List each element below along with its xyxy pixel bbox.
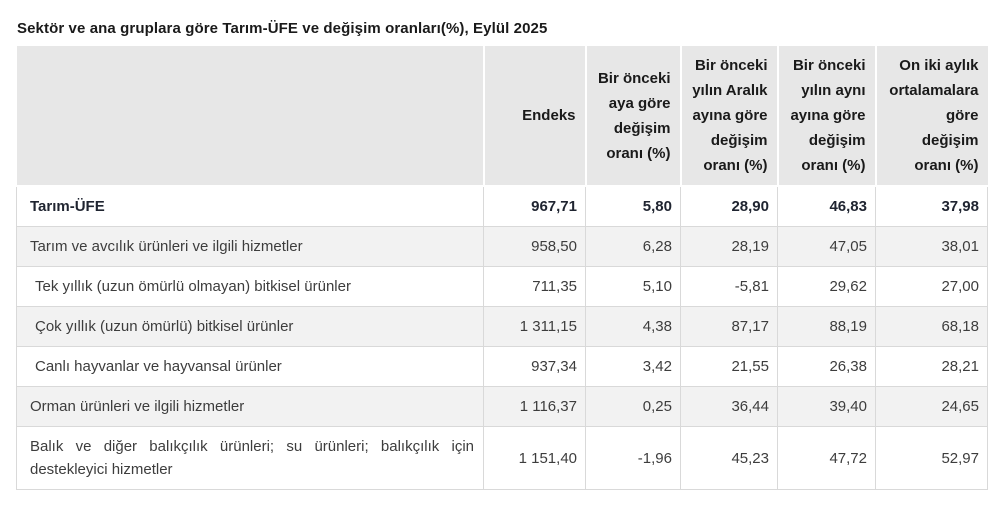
value-cell: 26,38 [777,346,876,387]
row-label: Tek yıllık (uzun ömürlü olmayan) bitkise… [16,266,484,307]
value-cell: 46,83 [777,185,876,227]
value-cell: 45,23 [680,426,778,490]
value-cell: 38,01 [875,226,988,267]
table-row: Tek yıllık (uzun ömürlü olmayan) bitkise… [16,266,988,307]
value-cell: 1 116,37 [483,386,586,427]
value-cell: 28,90 [680,185,778,227]
row-label: Balık ve diğer balıkçılık ürünleri; su ü… [16,426,484,490]
col-header-yoy-change: Bir önceki yılın aynı ayına göre değişim… [776,46,876,187]
row-label: Çok yıllık (uzun ömürlü) bitkisel ürünle… [16,306,484,347]
value-cell: 0,25 [585,386,681,427]
value-cell: 39,40 [777,386,876,427]
value-cell: 6,28 [585,226,681,267]
value-cell: 88,19 [777,306,876,347]
agri-ppi-table: Endeks Bir önceki aya göre değişim oranı… [16,46,988,490]
header-row: Endeks Bir önceki aya göre değişim oranı… [16,46,988,187]
value-cell: 967,71 [483,185,586,227]
value-cell: 937,34 [483,346,586,387]
page-container: Sektör ve ana gruplara göre Tarım-ÜFE ve… [16,20,988,490]
table-header: Endeks Bir önceki aya göre değişim oranı… [16,46,988,187]
table-row: Canlı hayvanlar ve hayvansal ürünler 937,… [16,346,988,387]
col-header-empty [16,46,484,187]
page-title: Sektör ve ana gruplara göre Tarım-ÜFE ve… [17,20,548,37]
value-cell: 5,80 [585,185,681,227]
value-cell: 1 151,40 [483,426,586,490]
value-cell: 4,38 [585,306,681,347]
value-cell: 52,97 [875,426,988,490]
col-header-endeks: Endeks [482,46,586,187]
value-cell: -5,81 [680,266,778,307]
value-cell: 28,19 [680,226,778,267]
value-cell: 29,62 [777,266,876,307]
table-row: Tarım-ÜFE 967,71 5,80 28,90 46,83 37,98 [16,185,988,227]
col-header-12mo-avg-change: On iki aylık ortalamalara göre değişim o… [874,46,988,187]
value-cell: 68,18 [875,306,988,347]
table-body: Tarım-ÜFE 967,71 5,80 28,90 46,83 37,98 Tarım … [16,185,988,490]
value-cell: 5,10 [585,266,681,307]
table-row: Çok yıllık (uzun ömürlü) bitkisel ürünle… [16,306,988,347]
value-cell: -1,96 [585,426,681,490]
value-cell: 711,35 [483,266,586,307]
value-cell: 1 311,15 [483,306,586,347]
value-cell: 27,00 [875,266,988,307]
value-cell: 958,50 [483,226,586,267]
col-header-monthly-change: Bir önceki aya göre değişim oranı (%) [584,46,681,187]
row-label: Tarım ve avcılık ürünleri ve ilgili hizm… [16,226,484,267]
value-cell: 24,65 [875,386,988,427]
table-row: Orman ürünleri ve ilgili hizmetler 1 116,… [16,386,988,427]
value-cell: 21,55 [680,346,778,387]
value-cell: 87,17 [680,306,778,347]
table-row: Tarım ve avcılık ürünleri ve ilgili hizm… [16,226,988,267]
row-label: Tarım-ÜFE [16,185,484,227]
col-header-ytd-change: Bir önceki yılın Aralık ayına göre değiş… [679,46,778,187]
value-cell: 47,05 [777,226,876,267]
table-row: Balık ve diğer balıkçılık ürünleri; su ü… [16,426,988,490]
row-label: Canlı hayvanlar ve hayvansal ürünler [16,346,484,387]
row-label: Orman ürünleri ve ilgili hizmetler [16,386,484,427]
value-cell: 28,21 [875,346,988,387]
value-cell: 3,42 [585,346,681,387]
value-cell: 37,98 [875,185,988,227]
value-cell: 36,44 [680,386,778,427]
value-cell: 47,72 [777,426,876,490]
